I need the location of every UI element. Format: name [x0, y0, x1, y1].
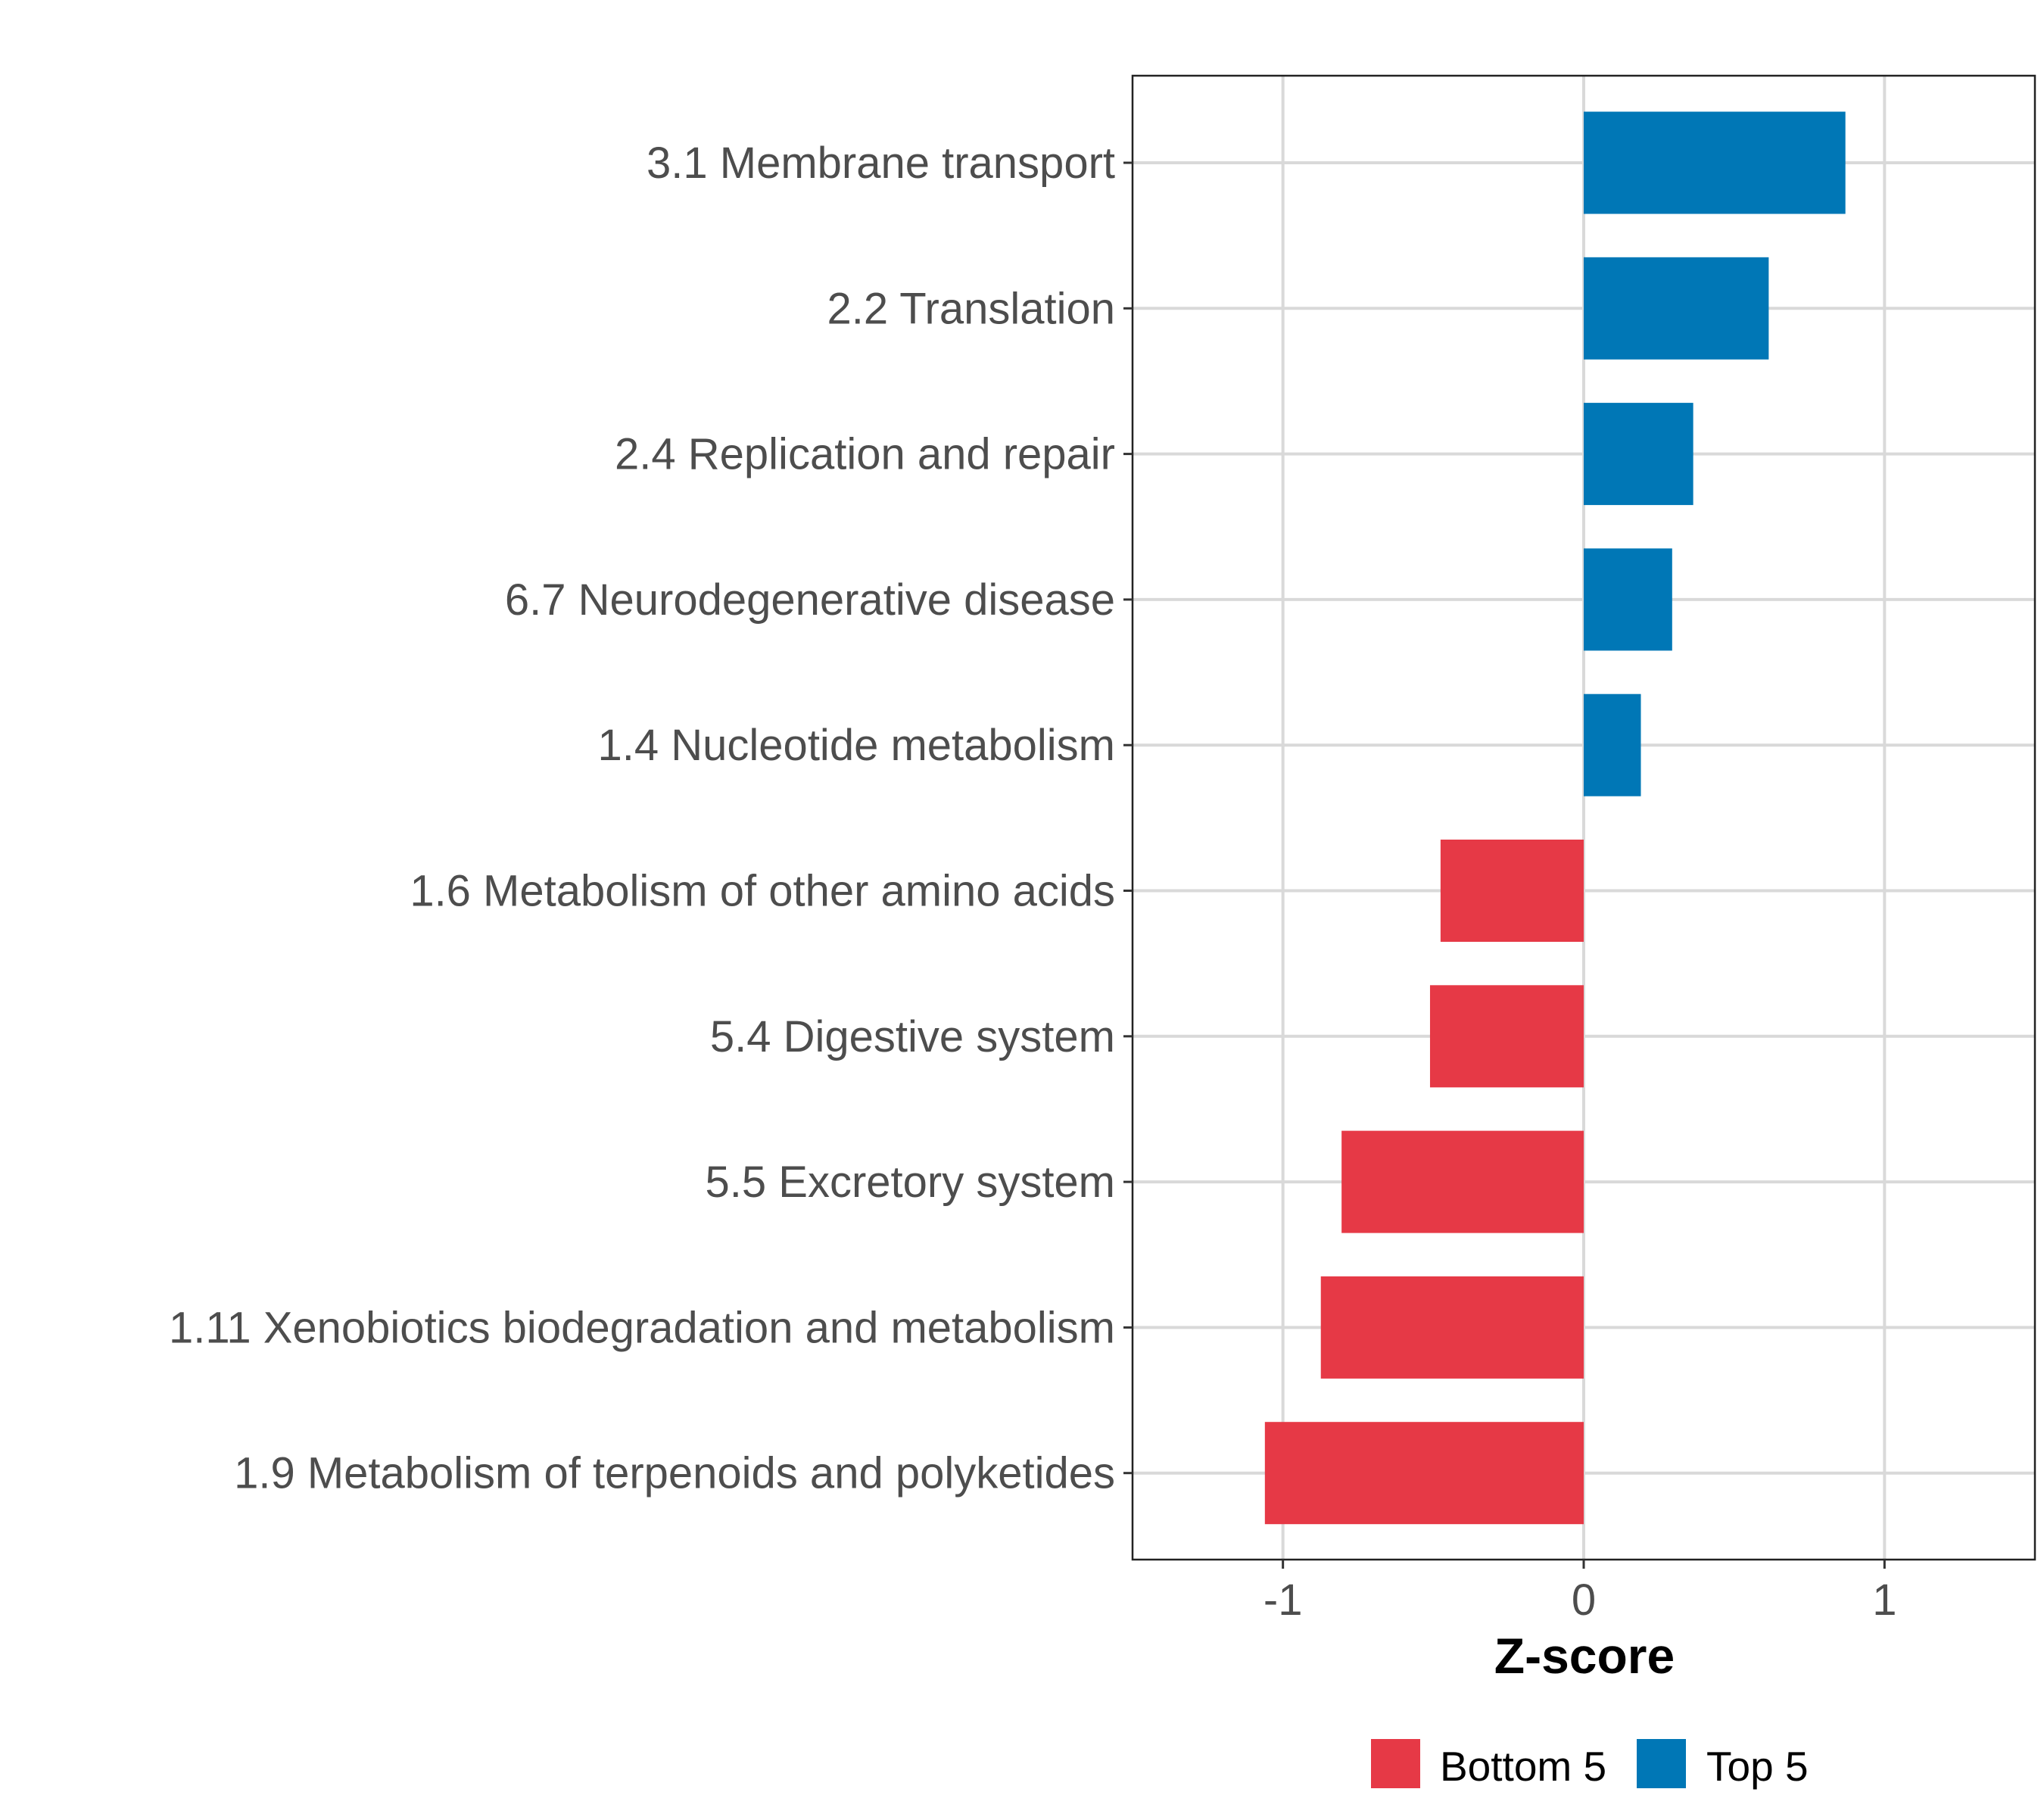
bars: [1264, 111, 1846, 1525]
y-tick-label: 1.11 Xenobiotics biodegradation and meta…: [169, 1303, 1115, 1352]
bar: [1584, 257, 1769, 360]
bar: [1341, 1130, 1584, 1233]
y-tick-label: 5.5 Excretory system: [706, 1158, 1115, 1207]
bar: [1584, 403, 1693, 506]
bar: [1584, 548, 1672, 651]
x-tick-label: 0: [1572, 1575, 1596, 1625]
x-tick-label: 1: [1872, 1575, 1896, 1625]
y-tick-label: 5.4 Digestive system: [710, 1012, 1115, 1061]
legend-key: [1371, 1739, 1420, 1788]
legend: Bottom 5 Top 5: [1371, 1739, 1809, 1790]
legend-key: [1637, 1739, 1686, 1788]
y-tick-label: 2.2 Translation: [827, 284, 1115, 333]
y-tick-label: 3.1 Membrane transport: [647, 139, 1115, 188]
bar: [1440, 840, 1584, 942]
x-axis: -1 0 1: [1263, 1560, 1896, 1625]
y-tick-label: 1.6 Metabolism of other amino acids: [410, 867, 1115, 916]
y-tick-label: 6.7 Neurodegenerative disease: [505, 575, 1115, 625]
bar: [1584, 111, 1846, 214]
x-tick-label: -1: [1263, 1575, 1303, 1625]
y-tick-label: 1.9 Metabolism of terpenoids and polyket…: [234, 1449, 1115, 1498]
legend-label: Top 5: [1706, 1743, 1809, 1790]
bar: [1320, 1276, 1584, 1379]
y-axis: 3.1 Membrane transport 2.2 Translation 2.4…: [169, 139, 1133, 1498]
legend-label: Bottom 5: [1440, 1743, 1606, 1790]
y-tick-label: 1.4 Nucleotide metabolism: [598, 721, 1115, 770]
x-axis-title: Z-score: [1494, 1628, 1675, 1684]
y-tick-label: 2.4 Replication and repair: [615, 430, 1115, 479]
bar: [1429, 985, 1584, 1088]
bar: [1584, 693, 1641, 796]
bar: [1264, 1422, 1584, 1525]
